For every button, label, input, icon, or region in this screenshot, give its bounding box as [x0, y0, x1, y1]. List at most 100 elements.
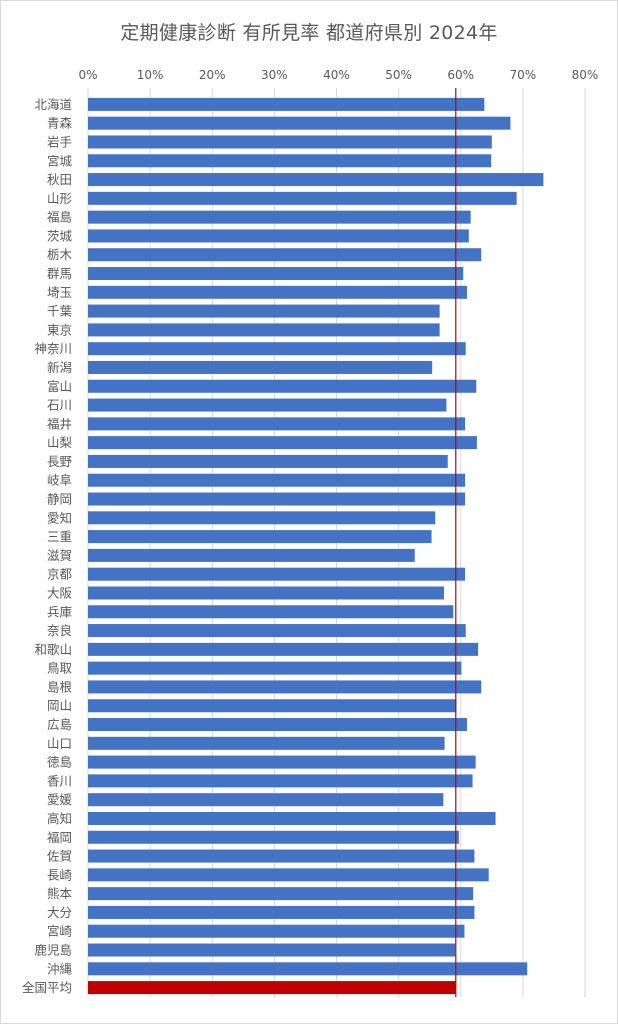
bar: [88, 680, 482, 694]
bar: [88, 567, 466, 581]
x-axis-ticks: 0% 10% 20% 30% 40% 50% 60% 70% 80%: [78, 68, 598, 82]
bar: [88, 135, 492, 149]
category-label: 群馬: [47, 266, 72, 281]
category-label: 岐阜: [47, 473, 72, 488]
bar: [88, 454, 448, 468]
category-label: 鹿児島: [34, 943, 72, 958]
category-label: 京都: [47, 567, 73, 582]
bar: [88, 398, 447, 412]
category-label: 岩手: [47, 134, 72, 149]
category-label: 山梨: [47, 435, 73, 450]
bar: [88, 267, 464, 281]
bar: [88, 191, 517, 205]
bar: [88, 774, 473, 788]
bar: [88, 793, 444, 807]
category-label: 福井: [47, 416, 72, 431]
bar: [88, 304, 440, 318]
category-label: 沖縄: [47, 961, 73, 976]
bar: [88, 661, 462, 675]
category-label: 徳島: [47, 755, 72, 770]
category-label: 香川: [47, 773, 72, 788]
category-label: 青森: [47, 116, 73, 131]
category-label: 山口: [47, 736, 72, 751]
bar: [88, 285, 467, 299]
category-label: 高知: [47, 811, 72, 826]
bar: [88, 755, 476, 769]
x-tick-label: 10%: [137, 68, 164, 82]
bar: [88, 379, 477, 393]
bar: [88, 887, 474, 901]
bar: [88, 586, 444, 600]
category-label: 滋賀: [47, 548, 72, 563]
bar: [88, 229, 469, 243]
bar: [88, 718, 467, 732]
x-tick-label: 0%: [78, 68, 97, 82]
x-tick-label: 70%: [510, 68, 537, 82]
category-label: 福岡: [47, 830, 72, 845]
category-label: 大分: [47, 905, 72, 920]
bar: [88, 511, 436, 525]
category-label: 千葉: [47, 304, 73, 319]
bar: [88, 473, 466, 487]
category-label: 宮城: [47, 153, 73, 168]
bar: [88, 548, 415, 562]
bar: [88, 699, 457, 713]
bar: [88, 962, 528, 976]
category-label: 宮崎: [47, 924, 73, 939]
category-label: 福島: [47, 210, 72, 225]
category-label: 神奈川: [34, 341, 72, 356]
bars: [88, 97, 544, 995]
category-label: 佐賀: [47, 849, 72, 864]
category-label: 長野: [47, 454, 73, 469]
category-label: 和歌山: [34, 642, 72, 657]
category-label: 茨城: [47, 228, 73, 243]
category-label: 山形: [47, 191, 73, 206]
category-label: 三重: [47, 529, 72, 544]
category-label: 愛媛: [47, 792, 73, 807]
category-label: 秋田: [47, 172, 72, 187]
bar: [88, 97, 485, 111]
category-label: 全国平均: [22, 980, 72, 995]
x-tick-label: 50%: [385, 68, 412, 82]
category-label: 石川: [47, 398, 72, 413]
bar: [88, 624, 466, 638]
bar: [88, 605, 454, 619]
bar: [88, 248, 482, 262]
x-tick-label: 30%: [261, 68, 288, 82]
bar: [88, 811, 496, 825]
bar: [88, 116, 511, 130]
bar: [88, 210, 471, 224]
bar: [88, 736, 445, 750]
category-label: 愛知: [47, 510, 72, 525]
bar: [88, 173, 544, 187]
bar: [88, 436, 477, 450]
category-label: 奈良: [47, 623, 72, 638]
category-label: 新潟: [47, 360, 72, 375]
bar: [88, 642, 479, 656]
category-label: 富山: [47, 379, 72, 394]
category-label: 岡山: [47, 698, 72, 713]
x-tick-label: 60%: [447, 68, 474, 82]
category-label: 栃木: [47, 247, 73, 262]
category-label: 島根: [47, 679, 73, 694]
category-label: 北海道: [34, 97, 72, 112]
bar: [88, 981, 456, 995]
bar: [88, 849, 475, 863]
category-label: 大阪: [47, 585, 73, 600]
category-label: 鳥取: [47, 661, 73, 676]
chart-title: 定期健康診断 有所見率 都道府県別 2024年: [120, 22, 498, 44]
category-labels: 北海道青森岩手宮城秋田山形福島茨城栃木群馬埼玉千葉東京神奈川新潟富山石川福井山梨…: [22, 97, 73, 995]
bar: [88, 360, 433, 374]
bar: [88, 924, 465, 938]
bar: [88, 830, 459, 844]
category-label: 兵庫: [47, 604, 72, 619]
bar: [88, 905, 475, 919]
x-tick-label: 40%: [323, 68, 350, 82]
category-label: 長崎: [47, 867, 73, 882]
bar: [88, 943, 456, 957]
category-label: 広島: [47, 717, 72, 732]
category-label: 静岡: [47, 492, 72, 507]
category-label: 熊本: [47, 886, 73, 901]
category-label: 東京: [47, 322, 72, 337]
